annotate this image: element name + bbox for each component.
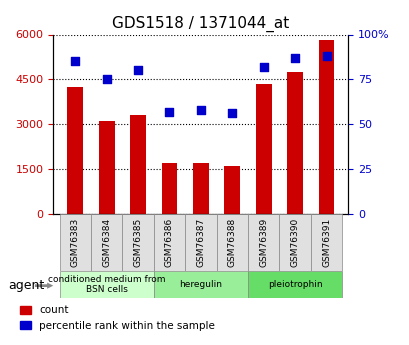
FancyBboxPatch shape [279,214,310,271]
Bar [99,121,114,214]
Text: GSM76390: GSM76390 [290,218,299,267]
FancyBboxPatch shape [59,214,91,271]
Text: pleiotrophin: pleiotrophin [267,280,321,289]
Point [103,77,110,82]
Point [291,55,298,61]
FancyBboxPatch shape [216,214,247,271]
FancyBboxPatch shape [59,271,153,298]
Point [229,111,235,116]
Text: GSM76391: GSM76391 [321,218,330,267]
Text: GDS1518 / 1371044_at: GDS1518 / 1371044_at [112,16,289,32]
FancyBboxPatch shape [153,214,185,271]
Bar [318,40,334,214]
FancyBboxPatch shape [247,214,279,271]
Bar [224,166,240,214]
Text: GSM76383: GSM76383 [71,218,80,267]
FancyBboxPatch shape [247,271,342,298]
FancyBboxPatch shape [153,271,247,298]
FancyBboxPatch shape [185,214,216,271]
Text: GSM76384: GSM76384 [102,218,111,267]
Text: GSM76388: GSM76388 [227,218,236,267]
Text: conditioned medium from
BSN cells: conditioned medium from BSN cells [48,275,165,294]
Bar [67,87,83,214]
Point [322,53,329,59]
Bar [193,163,208,214]
Text: GSM76386: GSM76386 [164,218,173,267]
Point [197,107,204,112]
Text: GSM76385: GSM76385 [133,218,142,267]
Text: heregulin: heregulin [179,280,222,289]
Bar [130,115,146,214]
FancyBboxPatch shape [122,214,153,271]
Bar [161,163,177,214]
Point [260,64,266,70]
Point [72,59,79,64]
Bar [255,84,271,214]
Text: GSM76389: GSM76389 [258,218,267,267]
Point [166,109,172,115]
Text: GSM76387: GSM76387 [196,218,205,267]
FancyBboxPatch shape [310,214,342,271]
Legend: count, percentile rank within the sample: count, percentile rank within the sample [20,305,214,331]
Text: agent: agent [8,279,44,292]
Bar [287,72,302,214]
FancyBboxPatch shape [91,214,122,271]
Point [135,68,141,73]
